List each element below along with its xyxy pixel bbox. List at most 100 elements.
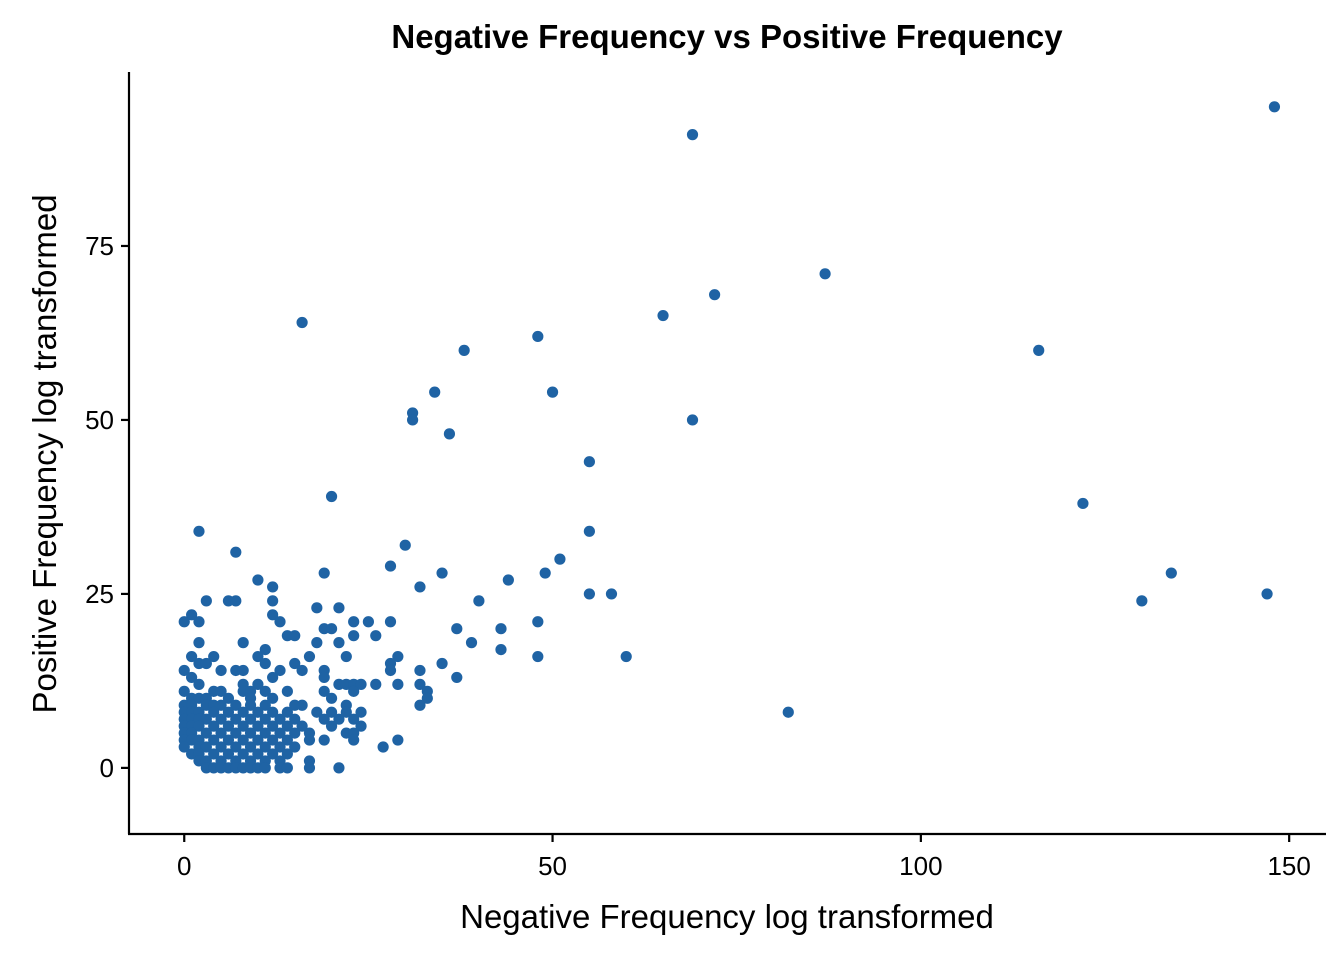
data-point xyxy=(436,567,448,579)
data-point xyxy=(215,727,227,739)
data-point xyxy=(178,616,190,628)
data-point xyxy=(583,456,595,468)
data-point xyxy=(443,428,456,440)
data-point xyxy=(318,734,330,746)
data-point xyxy=(348,713,360,725)
data-point xyxy=(539,567,551,579)
data-point xyxy=(377,741,389,753)
data-point xyxy=(399,539,411,551)
data-point xyxy=(267,595,279,607)
data-point xyxy=(281,685,293,697)
data-point xyxy=(267,581,279,593)
y-tick-label: 75 xyxy=(85,231,114,261)
data-point xyxy=(414,699,426,711)
data-point xyxy=(348,616,360,628)
data-point xyxy=(1077,497,1089,510)
data-point xyxy=(311,602,323,614)
data-point xyxy=(200,595,212,607)
y-tick-label: 50 xyxy=(85,405,114,435)
data-point xyxy=(178,685,190,697)
data-point xyxy=(193,616,205,628)
data-point xyxy=(451,671,463,684)
data-point xyxy=(451,623,463,635)
data-point xyxy=(532,330,544,343)
data-point xyxy=(1165,567,1177,579)
data-point xyxy=(222,692,235,704)
data-point xyxy=(274,664,286,677)
data-point xyxy=(186,671,198,684)
data-point xyxy=(318,567,330,579)
data-point xyxy=(436,657,448,670)
data-point xyxy=(281,720,293,732)
data-point xyxy=(259,727,271,739)
data-point xyxy=(222,720,235,732)
data-point xyxy=(274,616,286,628)
data-point xyxy=(318,671,330,684)
data-point xyxy=(421,692,433,704)
data-point xyxy=(384,664,397,677)
data-point xyxy=(819,268,831,280)
data-point xyxy=(303,734,316,746)
x-tick-label: 50 xyxy=(538,851,567,881)
data-point xyxy=(267,706,279,718)
data-point xyxy=(230,699,242,711)
data-point xyxy=(686,414,699,426)
data-point xyxy=(215,699,227,711)
data-point xyxy=(252,706,264,718)
data-point xyxy=(318,685,330,697)
data-point xyxy=(554,553,566,565)
data-point xyxy=(208,650,220,663)
data-point xyxy=(311,706,323,718)
x-axis-label: Negative Frequency log transformed xyxy=(460,898,994,935)
data-point xyxy=(414,581,426,593)
data-point xyxy=(296,664,308,677)
data-point xyxy=(303,762,316,774)
data-point xyxy=(178,741,190,753)
x-tick-label: 100 xyxy=(899,851,942,881)
data-point xyxy=(1261,588,1273,600)
data-point xyxy=(348,734,360,746)
data-point xyxy=(325,623,338,635)
data-point xyxy=(532,616,544,628)
data-point xyxy=(193,720,205,732)
data-point xyxy=(355,706,367,718)
data-point xyxy=(473,595,485,607)
data-point xyxy=(259,685,271,697)
data-point xyxy=(583,525,595,537)
data-point xyxy=(289,657,301,670)
data-point xyxy=(340,706,352,718)
data-point xyxy=(620,650,632,663)
data-point xyxy=(222,734,235,746)
data-point xyxy=(605,588,618,600)
data-point xyxy=(267,671,279,684)
x-tick-label: 150 xyxy=(1267,851,1310,881)
data-point xyxy=(252,734,264,746)
data-point xyxy=(296,699,308,711)
data-point xyxy=(392,678,404,690)
data-point xyxy=(237,734,249,746)
data-point xyxy=(281,748,293,760)
data-point xyxy=(200,727,212,739)
data-point xyxy=(222,706,235,718)
data-point xyxy=(237,664,249,677)
data-point xyxy=(333,713,345,725)
x-tick-label: 0 xyxy=(177,851,191,881)
data-point xyxy=(252,678,264,690)
data-point xyxy=(230,713,242,725)
data-point xyxy=(384,616,397,628)
data-point xyxy=(244,741,257,753)
y-axis-label: Positive Frequency log transformed xyxy=(26,194,63,713)
data-point xyxy=(186,650,198,663)
data-point xyxy=(267,692,279,704)
data-point xyxy=(200,657,212,670)
data-point xyxy=(296,316,308,329)
data-point xyxy=(392,734,404,746)
data-point xyxy=(274,741,286,753)
data-point xyxy=(532,650,544,663)
data-point xyxy=(355,678,367,690)
data-point xyxy=(215,713,227,725)
data-point xyxy=(303,650,316,663)
data-point xyxy=(215,664,227,677)
data-point xyxy=(252,748,264,760)
data-point xyxy=(325,720,338,732)
